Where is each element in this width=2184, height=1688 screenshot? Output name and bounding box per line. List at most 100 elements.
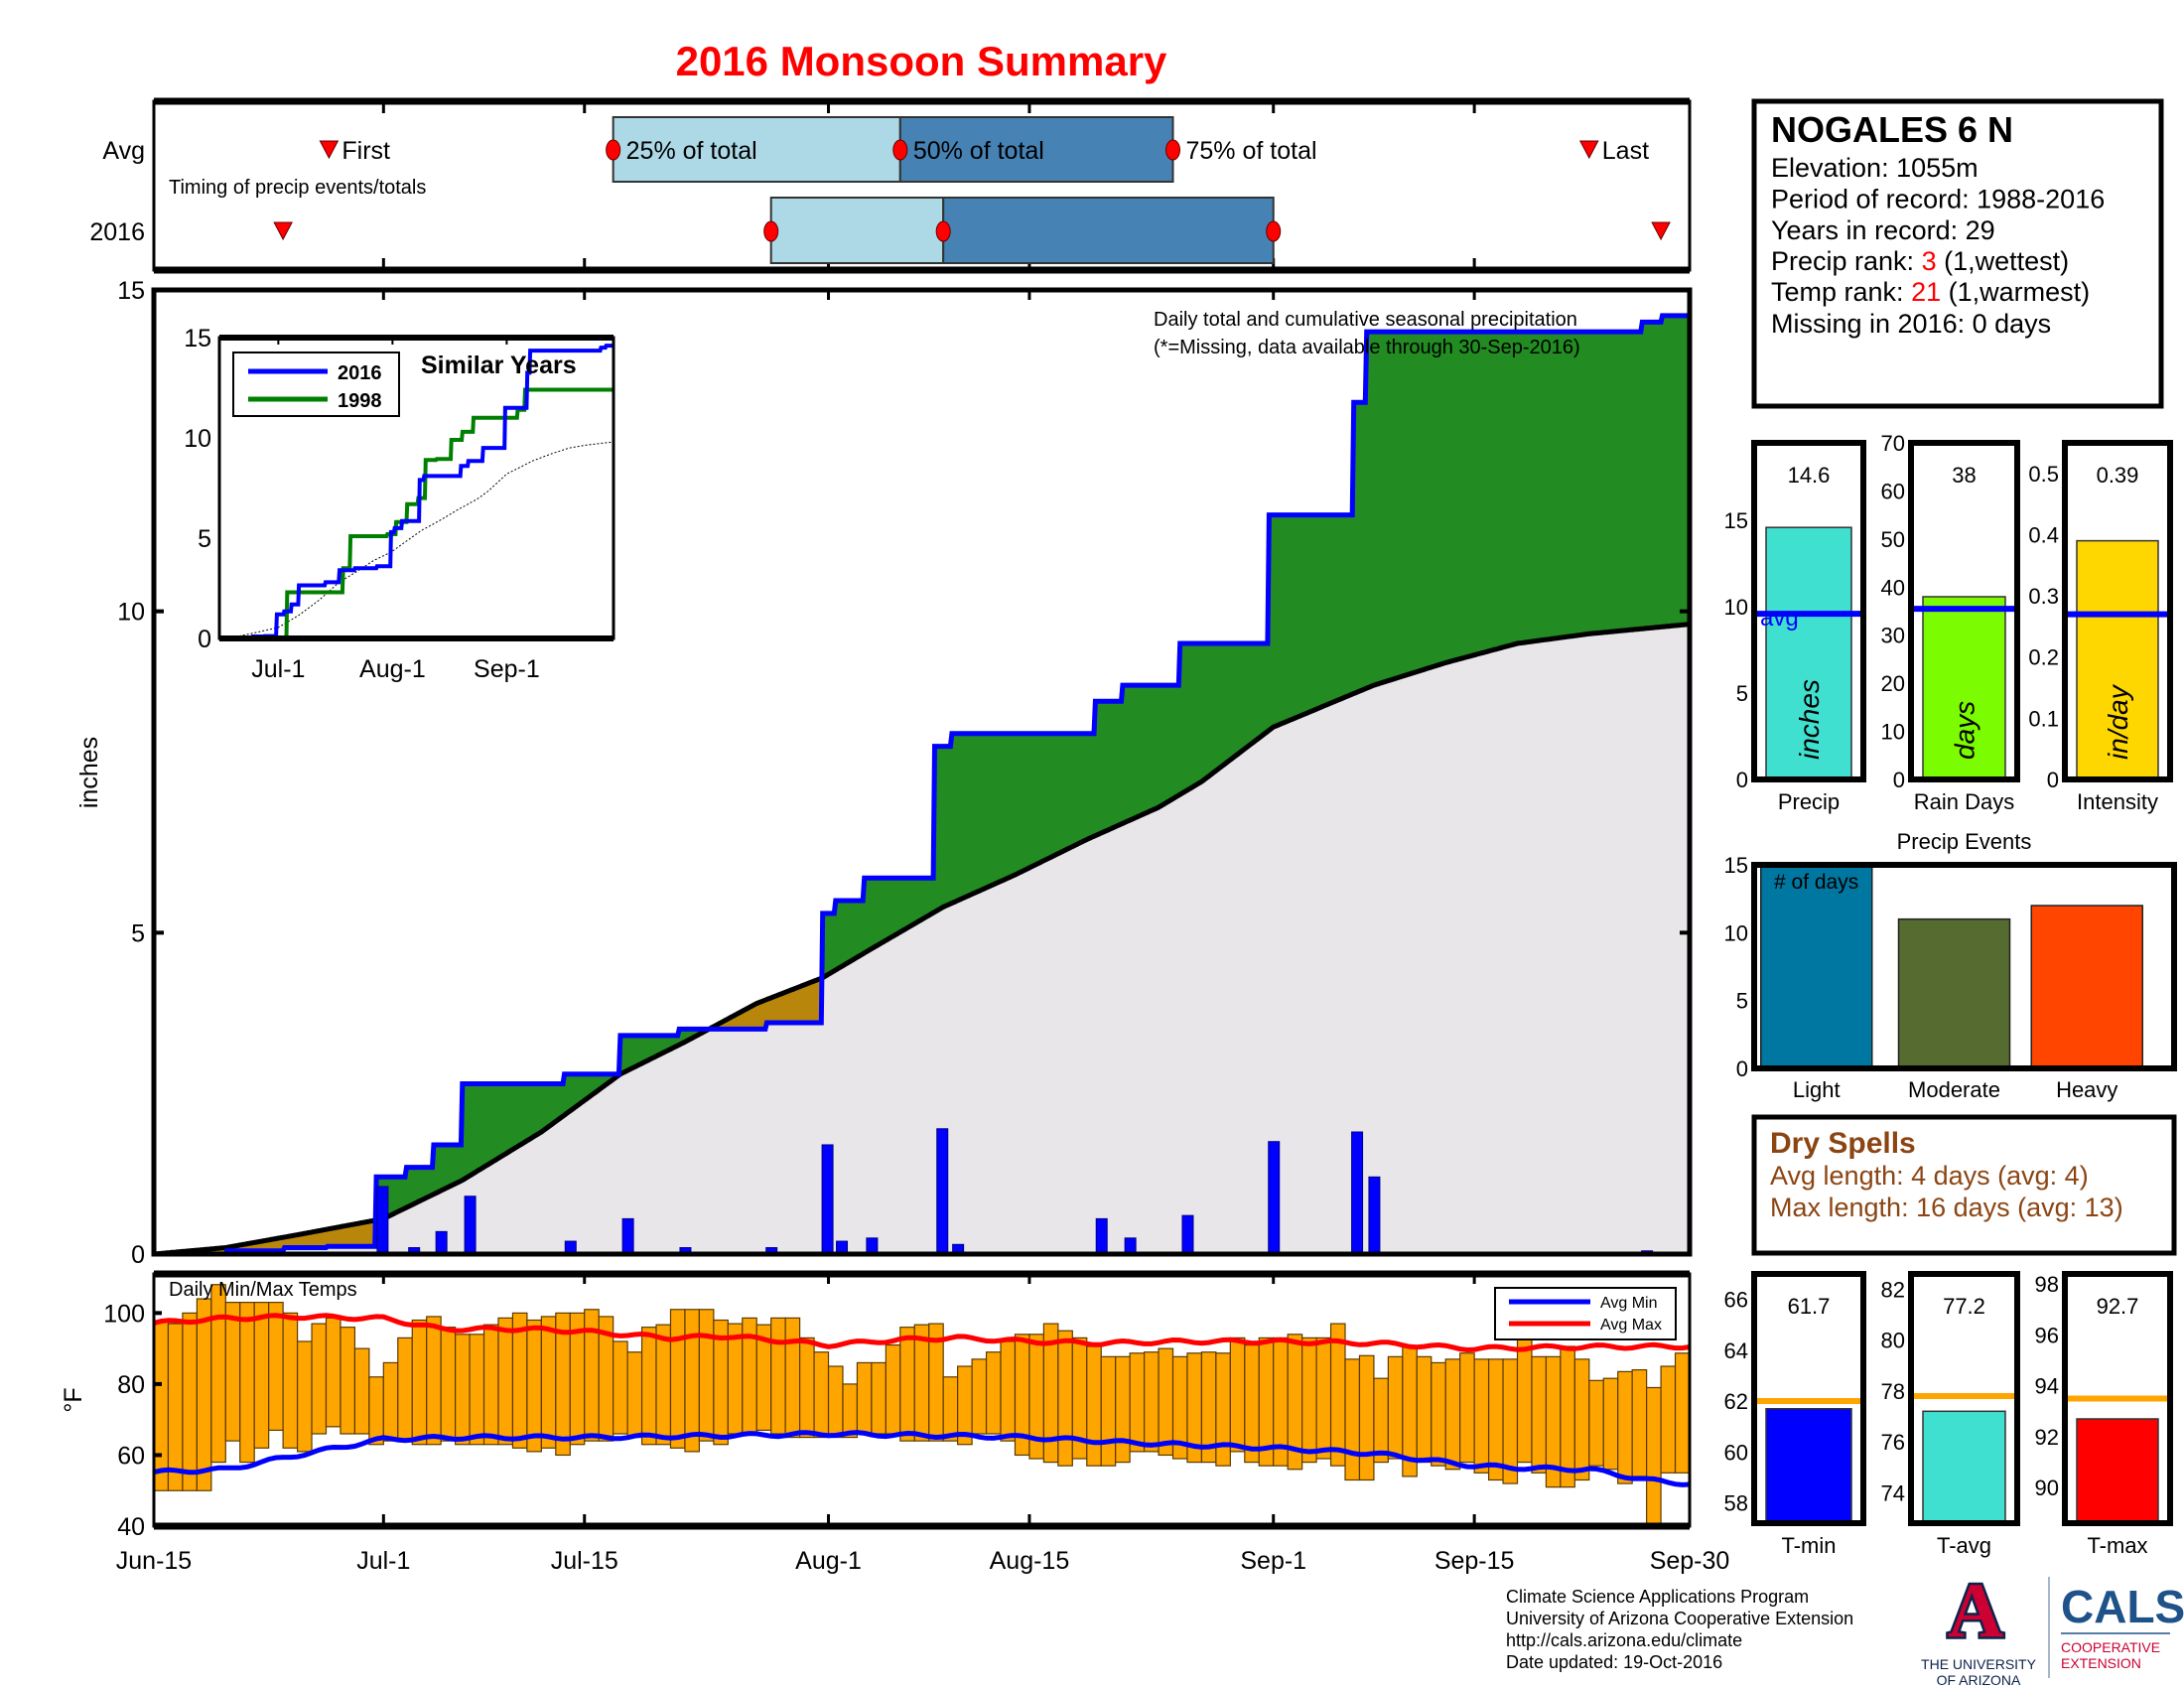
page-title: 2016 Monsoon Summary: [676, 38, 1167, 84]
timing-label-last: Last: [1602, 137, 1649, 165]
x-tick-label: Jun-15: [116, 1547, 192, 1575]
timing-box-25-50: [612, 116, 901, 183]
y-tick-label: 15: [117, 277, 145, 305]
season-t-min-tick-label: 60: [1724, 1440, 1748, 1465]
season-t-max-tick-label: 92: [2035, 1425, 2059, 1450]
season-precip-tick-label: 10: [1724, 595, 1748, 620]
daily-temp-bar: [411, 1319, 428, 1446]
daily-precip-bar: [1268, 1141, 1281, 1255]
daily-temp-bar: [799, 1336, 815, 1439]
daily-temp-bar: [1531, 1355, 1548, 1474]
season-rain-days-tick-label: 20: [1881, 671, 1905, 696]
season-precip-value: 14.6: [1788, 463, 1831, 488]
timing-triangle-first: [319, 140, 340, 160]
inset-line-2016: [219, 344, 614, 640]
season-rain-days-tick-label: 50: [1881, 527, 1905, 552]
daily-temp-bar: [282, 1312, 299, 1449]
days-annotation: # of days: [1774, 871, 1858, 894]
daily-temp-bar: [526, 1319, 542, 1453]
temp-y-tick-label: 80: [117, 1371, 145, 1399]
dry-spells-avg-length: Avg length: 4 days (avg: 4): [1770, 1161, 2089, 1191]
daily-precip-bar: [435, 1230, 448, 1255]
daily-temp-bar: [210, 1284, 226, 1464]
season-precip-tick-label: 5: [1736, 681, 1748, 706]
daily-temp-bar: [698, 1309, 715, 1442]
x-tick-label: Aug-15: [990, 1547, 1070, 1575]
daily-temp-bar: [440, 1327, 457, 1442]
timing-row-label: 2016: [89, 218, 145, 246]
daily-temp-bar: [1057, 1330, 1073, 1467]
dry-spells-box: [1751, 1114, 2177, 1256]
daily-temp-bar: [885, 1343, 901, 1435]
season-t-min-tick-label: 58: [1724, 1491, 1748, 1516]
season-t-max-frame: [2062, 1271, 2173, 1526]
daily-temp-bar: [397, 1336, 413, 1442]
station-name: NOGALES 6 N: [1771, 109, 2013, 150]
season-t-min-frame: [1751, 1271, 1866, 1526]
inset-y-tick-label: 10: [184, 425, 211, 453]
season-precip-tick-label: 15: [1724, 508, 1748, 533]
season-rain-days-tick-label: 70: [1881, 431, 1905, 456]
precip-event-bar-moderate: [1897, 917, 2011, 1069]
daily-temp-bar: [727, 1323, 744, 1435]
timing-triangle-first: [273, 221, 293, 241]
inset-x-tick-label: Sep-1: [474, 655, 540, 683]
timing-triangle-last: [1578, 140, 1599, 160]
daily-temp-bar: [268, 1302, 284, 1432]
missing-days: Missing in 2016: 0 days: [1771, 309, 2051, 339]
daily-temp-bar: [325, 1317, 341, 1428]
season-t-avg-value: 77.2: [1943, 1294, 1985, 1319]
season-t-min-tick-label: 62: [1724, 1389, 1748, 1414]
daily-temp-bar: [1674, 1352, 1691, 1474]
ua-name-line2: OF ARIZONA: [1937, 1672, 2021, 1688]
inset-title: Similar Years: [421, 352, 577, 379]
season-precip-frame: [1751, 440, 1866, 782]
daily-temp-bar: [455, 1334, 471, 1446]
cals-line2: EXTENSION: [2061, 1655, 2141, 1671]
precip-rank-label: Precip rank:: [1771, 246, 1922, 276]
timing-label-25: 25% of total: [626, 137, 757, 165]
x-tick-label: Sep-30: [1650, 1547, 1730, 1575]
season-rain-days-tick-label: 30: [1881, 624, 1905, 648]
temp-y-tick-label: 40: [117, 1513, 145, 1541]
timing-triangle-last: [1651, 221, 1671, 241]
daily-temp-bar: [985, 1351, 1002, 1435]
daily-temp-bar: [239, 1302, 255, 1464]
precip-event-label: Moderate: [1908, 1077, 2000, 1102]
season-t-avg-bar: [1922, 1410, 2006, 1524]
daily-temp-bar: [1358, 1354, 1375, 1481]
daily-precip-bar: [1368, 1176, 1381, 1255]
daily-temp-bar: [1244, 1343, 1260, 1464]
ua-name-line1: THE UNIVERSITY: [1921, 1656, 2037, 1672]
season-rain-days-tick-label: 40: [1881, 575, 1905, 600]
dry-spells-title: Dry Spells: [1770, 1127, 1916, 1160]
ua-block-a: A: [1948, 1567, 2003, 1653]
daily-temp-bar: [1115, 1355, 1131, 1464]
season-t-min-label: T-min: [1782, 1533, 1837, 1558]
timing-label-50: 50% of total: [913, 137, 1044, 165]
daily-temp-bar: [1617, 1370, 1633, 1484]
daily-temp-bar: [1487, 1358, 1504, 1481]
y-axis-label: inches: [75, 737, 103, 808]
daily-temp-bar: [368, 1376, 384, 1446]
chart-subtitle: Daily total and cumulative seasonal prec…: [1154, 309, 1577, 331]
season-t-avg-frame: [1908, 1271, 2020, 1526]
temp-legend-label: Avg Max: [1600, 1317, 1662, 1334]
daily-temp-bar: [1602, 1377, 1619, 1471]
timing-marker-p25: [606, 139, 621, 161]
daily-temp-bar: [382, 1361, 399, 1442]
timing-box-50-75: [942, 197, 1275, 264]
season-t-min-tick-label: 64: [1724, 1338, 1748, 1363]
legend-label-1998: 1998: [338, 390, 382, 412]
daily-temp-bar: [1516, 1336, 1533, 1464]
season-t-max-value: 92.7: [2097, 1294, 2139, 1319]
precip-events-tick-label: 0: [1736, 1056, 1748, 1081]
daily-temp-bar: [426, 1316, 442, 1446]
daily-temp-bar: [1344, 1358, 1361, 1481]
precip-events-frame: [1751, 862, 2177, 1071]
season-intensity-tick-label: 0.5: [2028, 462, 2059, 487]
precip-events-tick-label: 15: [1724, 853, 1748, 878]
